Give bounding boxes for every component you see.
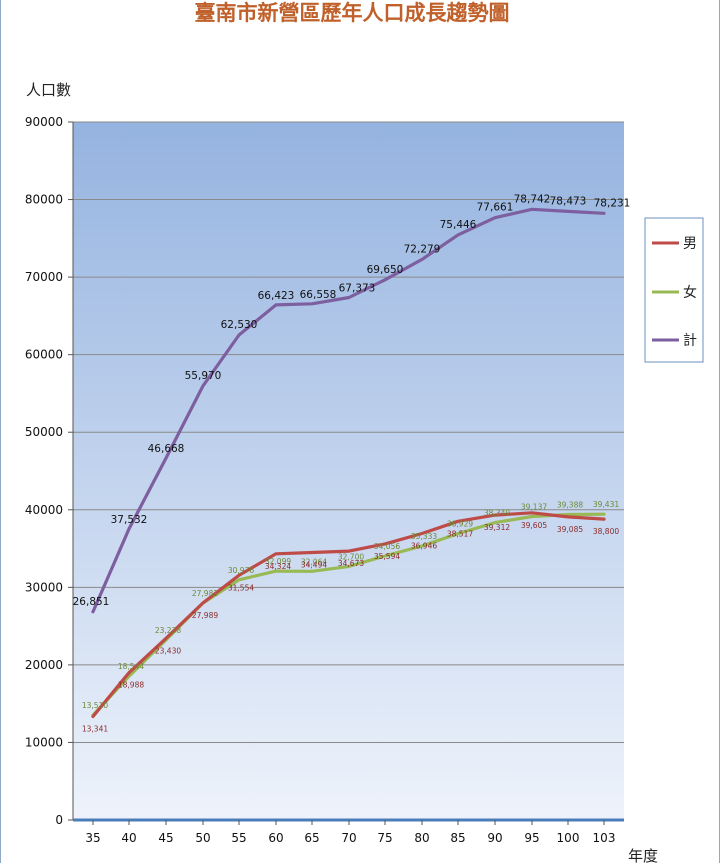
data-label-total: 78,742 <box>514 193 551 205</box>
data-label-total: 78,473 <box>550 195 587 207</box>
x-tick-label: 45 <box>158 831 173 845</box>
legend-label-male: 男 <box>683 236 697 252</box>
x-tick-label: 75 <box>377 831 392 845</box>
x-tick-label: 90 <box>487 831 502 845</box>
data-label-female: 38,349 <box>484 509 510 518</box>
data-label-female: 34,056 <box>374 542 400 551</box>
data-label-total: 26,851 <box>73 596 110 608</box>
data-label-female: 36,929 <box>447 520 473 529</box>
y-tick-label: 20000 <box>25 658 63 672</box>
data-label-female: 30,976 <box>228 566 254 575</box>
data-label-male: 13,341 <box>82 725 108 734</box>
data-label-total: 75,446 <box>440 219 477 231</box>
x-axis-label: 年度 <box>628 847 658 865</box>
data-labels: 26,851 37,532 46,668 55,970 62,530 66,423 66,5… <box>73 193 631 733</box>
data-label-male: 34,494 <box>301 560 327 569</box>
x-tick-label: 60 <box>268 831 283 845</box>
data-label-male: 38,800 <box>593 527 619 536</box>
data-label-female: 39,388 <box>557 501 583 510</box>
x-tick-label: 50 <box>195 831 210 845</box>
y-tick-label: 40000 <box>25 503 63 517</box>
data-label-female: 39,431 <box>593 500 619 509</box>
data-label-female: 18,544 <box>118 662 144 671</box>
data-label-total: 66,423 <box>258 290 295 302</box>
x-tick-label: 70 <box>341 831 356 845</box>
data-label-female: 23,238 <box>155 626 181 635</box>
data-label-female: 39,137 <box>521 502 547 511</box>
data-label-total: 67,373 <box>339 282 376 294</box>
y-tick-label: 10000 <box>25 735 63 749</box>
data-label-male: 36,946 <box>411 541 437 550</box>
data-label-total: 46,668 <box>148 443 185 455</box>
chart-title: 臺南市新營區歷年人口成長趨勢圖 <box>195 0 510 25</box>
data-label-male: 34,324 <box>265 562 291 571</box>
data-label-male: 39,312 <box>484 523 510 532</box>
data-label-male: 39,605 <box>521 521 547 530</box>
y-tick-label: 30000 <box>25 580 63 594</box>
y-axis-label: 人口數 <box>26 81 71 99</box>
x-tick-label: 85 <box>450 831 465 845</box>
data-label-female: 32,099 <box>265 557 291 566</box>
legend-label-female: 女 <box>683 284 697 301</box>
x-tick-label: 103 <box>593 831 616 845</box>
data-label-male: 18,988 <box>118 681 144 690</box>
series-line-total <box>91 207 606 614</box>
y-tick-label: 70000 <box>25 270 63 284</box>
data-label-male: 31,554 <box>228 583 254 592</box>
y-tick-label: 60000 <box>25 348 63 362</box>
x-tick-label: 35 <box>85 831 100 845</box>
data-label-male: 27,989 <box>192 611 218 620</box>
data-label-female: 35,333 <box>411 532 437 541</box>
x-tick-label: 65 <box>304 831 319 845</box>
y-tick-label: 90000 <box>25 115 63 129</box>
legend: 男女計 <box>644 217 704 363</box>
y-tick-label: 0 <box>55 813 63 827</box>
series-lines <box>91 207 606 719</box>
data-label-male: 23,430 <box>155 646 181 655</box>
x-tick-label: 95 <box>524 831 539 845</box>
data-label-female: 27,981 <box>192 589 218 598</box>
data-label-male: 35,594 <box>374 552 400 561</box>
series-line-male <box>91 511 606 719</box>
data-label-male: 34,673 <box>338 559 364 568</box>
axes: 0 10000 20000 30000 40000 50000 60000 70000 8000… <box>25 115 624 845</box>
gridlines <box>73 121 624 743</box>
data-label-total: 78,231 <box>594 197 631 209</box>
y-tick-label: 50000 <box>25 425 63 439</box>
data-label-total: 37,532 <box>111 514 148 526</box>
y-tick-label: 80000 <box>25 193 63 207</box>
data-label-female: 13,510 <box>82 701 108 710</box>
legend-label-total: 計 <box>683 333 697 349</box>
data-label-total: 62,530 <box>221 319 258 331</box>
data-label-male: 39,085 <box>557 525 583 534</box>
data-label-female: 32,700 <box>338 552 364 561</box>
data-label-total: 69,650 <box>367 264 404 276</box>
data-label-total: 77,661 <box>477 202 514 214</box>
x-tick-label: 55 <box>231 831 246 845</box>
data-label-female: 32,064 <box>301 557 327 566</box>
plot-area <box>73 122 624 820</box>
data-label-total: 72,279 <box>404 243 441 255</box>
data-label-total: 55,970 <box>185 370 222 382</box>
x-tick-label: 40 <box>121 831 136 845</box>
x-tick-label: 100 <box>557 831 580 845</box>
data-label-male: 38,517 <box>447 529 473 538</box>
x-tick-label: 80 <box>414 831 429 845</box>
data-label-total: 66,558 <box>300 289 337 301</box>
